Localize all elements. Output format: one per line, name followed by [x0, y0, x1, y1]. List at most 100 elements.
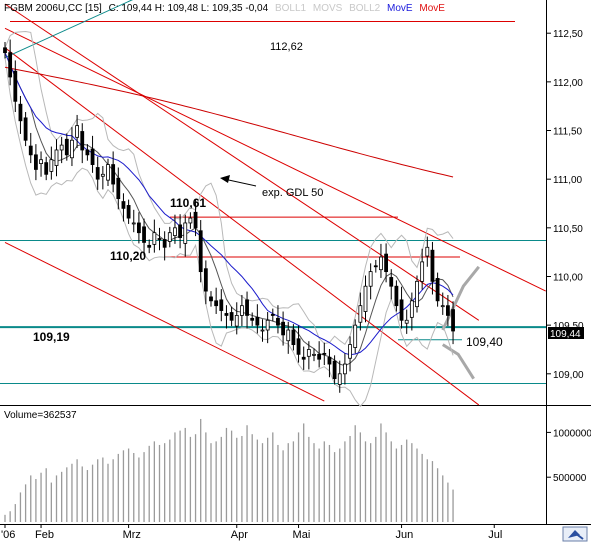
candle-body [363, 285, 368, 312]
candle-body [430, 249, 435, 282]
trend-channel-line [4, 27, 546, 292]
candle-body [147, 244, 152, 248]
last-price-label: 109,44 [550, 329, 581, 340]
candle-body [306, 349, 311, 357]
candle-body [440, 305, 445, 308]
time-tick-label: Mai [293, 529, 311, 541]
candle-body [234, 315, 239, 327]
indicator-move-red: MovE [419, 3, 445, 14]
candle-body [348, 344, 352, 359]
candle-body [260, 329, 265, 332]
candle-body [291, 329, 296, 346]
quote-label: C: 109,44 H: 109,48 L: 109,35 -0,04 [109, 3, 269, 14]
time-tick-label: Jul [488, 529, 502, 541]
candle-body [322, 352, 327, 355]
time-tick-label: Jun [396, 529, 414, 541]
candle-body [34, 154, 38, 170]
upper-band [4, 30, 454, 346]
candle-body [435, 278, 440, 302]
candle-body [121, 201, 126, 209]
trend-channel-line [4, 3, 480, 321]
candle-body [173, 227, 177, 237]
trend-channel-line [4, 0, 134, 58]
price-tick-label: 109,50 [553, 321, 584, 332]
time-tick-label: Apr [231, 529, 248, 541]
candle-body [188, 217, 193, 224]
candle-body [384, 253, 389, 273]
candle-body [286, 329, 291, 342]
candle-body [183, 222, 188, 244]
candle-body [296, 338, 301, 355]
candle-body [90, 148, 95, 165]
candle-body [157, 238, 162, 240]
time-tick-label: Mrz [123, 529, 141, 541]
candle-body [327, 356, 332, 365]
candle-body [265, 319, 270, 331]
candle-body [250, 317, 255, 321]
price-tick-label: 111,50 [553, 127, 583, 138]
candle-body [239, 305, 244, 316]
candle-body [389, 277, 394, 287]
price-tick-label: 110,00 [553, 272, 583, 283]
candle-body [276, 317, 280, 326]
level-label-110-61: 110,61 [170, 196, 206, 210]
volume-label-box [2, 408, 82, 421]
chart-tool-icon[interactable] [562, 526, 588, 542]
candle-body [85, 149, 90, 156]
symbol-label: FGBM 2006U,CC [15] [4, 3, 102, 14]
candle-body [219, 299, 224, 311]
volume-label: Volume=362537 [4, 410, 77, 421]
level-label-109-40: 109,40 [466, 335, 503, 349]
candle-body [203, 268, 208, 292]
indicator-movs: MOVS [313, 3, 343, 14]
candle-body [270, 314, 275, 316]
candle-body [368, 271, 373, 287]
indicator-move-blue: MovE [387, 3, 413, 14]
candle-body [255, 316, 260, 326]
candle-body [44, 162, 49, 175]
candle-body [59, 144, 64, 151]
candle-body [281, 321, 286, 336]
candle-body [425, 246, 430, 257]
axis-labels: 112,50 112,00 111,50 111,00 110,50 110,00 109,… [1, 29, 591, 541]
level-label-110-20: 110,20 [110, 249, 146, 263]
candle-body [75, 125, 79, 138]
candle-body [353, 324, 358, 348]
projection-down [441, 343, 475, 380]
candle-body [70, 139, 74, 159]
candle-body [178, 224, 183, 238]
price-tick-label: 112,50 [553, 29, 583, 40]
candle-body [142, 226, 146, 243]
gdl50-arrow-icon [220, 175, 257, 187]
candle-body [18, 103, 23, 122]
trend-channel-line [4, 47, 480, 406]
price-tick-label: 112,00 [553, 78, 583, 89]
candle-body [80, 131, 85, 151]
candle-body [49, 159, 54, 172]
time-tick-label: '06 [1, 529, 15, 541]
candle-body [420, 261, 425, 282]
candle-body [214, 300, 219, 307]
candle-body [373, 265, 378, 268]
candle-body [358, 305, 363, 323]
candle-body [245, 299, 249, 316]
price-tick-label: 110,50 [553, 224, 583, 235]
price-tick-label: 111,00 [553, 175, 583, 186]
overlay-lines [0, 0, 546, 406]
candle-body [39, 159, 43, 165]
volume-tick-label: 1000000 [553, 428, 591, 439]
bollinger-bands [4, 30, 454, 408]
candle-body [116, 177, 121, 200]
candle-body [301, 356, 306, 360]
volume-tick-label: 500000 [553, 473, 587, 484]
level-label-112-62: 112,62 [270, 41, 303, 53]
candle-body [394, 285, 399, 307]
candle-body [229, 312, 234, 321]
candle-body [337, 373, 342, 385]
lower-band [4, 57, 454, 408]
candle-body [106, 164, 110, 181]
candle-body [404, 319, 409, 324]
candle-body [131, 222, 136, 225]
